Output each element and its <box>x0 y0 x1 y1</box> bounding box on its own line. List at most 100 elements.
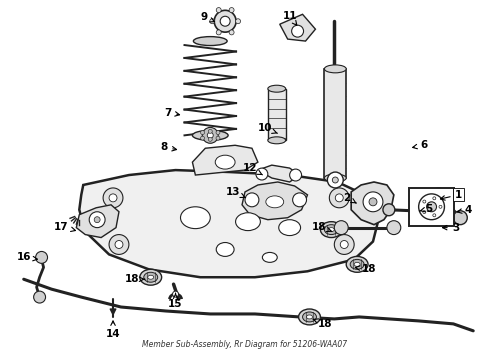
Circle shape <box>334 221 348 235</box>
Ellipse shape <box>354 262 360 266</box>
Circle shape <box>172 291 178 297</box>
Polygon shape <box>193 145 258 175</box>
Polygon shape <box>258 165 299 182</box>
Text: 13: 13 <box>226 187 245 198</box>
Circle shape <box>208 137 212 141</box>
Circle shape <box>109 194 117 202</box>
Circle shape <box>103 188 123 208</box>
Bar <box>409 188 454 226</box>
Circle shape <box>332 177 338 183</box>
Polygon shape <box>351 182 394 225</box>
Ellipse shape <box>346 256 368 272</box>
Circle shape <box>109 235 129 255</box>
Ellipse shape <box>324 225 338 235</box>
Text: 8: 8 <box>160 142 176 152</box>
Polygon shape <box>76 205 119 238</box>
Ellipse shape <box>236 213 260 231</box>
Polygon shape <box>79 170 379 277</box>
Bar <box>268 89 286 140</box>
Ellipse shape <box>262 252 277 262</box>
Circle shape <box>439 205 442 208</box>
Circle shape <box>290 169 301 181</box>
Circle shape <box>423 211 426 213</box>
Text: 1: 1 <box>441 190 462 200</box>
Polygon shape <box>242 182 308 220</box>
Circle shape <box>207 132 213 138</box>
Ellipse shape <box>180 207 210 229</box>
Text: 5: 5 <box>419 204 432 214</box>
Circle shape <box>453 211 467 225</box>
Ellipse shape <box>302 312 317 322</box>
Circle shape <box>327 172 343 188</box>
Ellipse shape <box>193 130 228 140</box>
Text: 7: 7 <box>164 108 179 117</box>
Circle shape <box>202 127 218 143</box>
Circle shape <box>34 291 46 303</box>
Ellipse shape <box>144 272 158 282</box>
Circle shape <box>229 8 234 13</box>
Ellipse shape <box>215 155 235 169</box>
Circle shape <box>216 8 221 13</box>
Circle shape <box>256 168 268 180</box>
Ellipse shape <box>298 309 320 325</box>
Circle shape <box>89 212 105 228</box>
Ellipse shape <box>328 228 334 231</box>
Text: Member Sub-Assembly, Rr Diagram for 51206-WAA07: Member Sub-Assembly, Rr Diagram for 5120… <box>143 340 347 349</box>
Circle shape <box>115 240 123 248</box>
Circle shape <box>340 240 348 248</box>
Ellipse shape <box>350 260 364 269</box>
Text: 18: 18 <box>355 264 376 274</box>
Text: 4: 4 <box>457 205 472 215</box>
Circle shape <box>334 235 354 255</box>
Circle shape <box>208 129 212 133</box>
Polygon shape <box>280 14 316 41</box>
Circle shape <box>363 192 383 212</box>
Text: 14: 14 <box>106 321 121 339</box>
Ellipse shape <box>268 85 286 92</box>
Ellipse shape <box>279 220 300 235</box>
Ellipse shape <box>148 275 154 279</box>
Text: 17: 17 <box>54 222 75 231</box>
Ellipse shape <box>140 269 162 285</box>
Circle shape <box>220 16 230 26</box>
Circle shape <box>200 131 204 135</box>
Circle shape <box>383 204 395 216</box>
Circle shape <box>433 214 436 217</box>
Circle shape <box>214 10 236 32</box>
Circle shape <box>423 200 426 203</box>
Ellipse shape <box>268 137 286 144</box>
Circle shape <box>335 194 343 202</box>
Circle shape <box>36 251 48 264</box>
Circle shape <box>292 25 303 37</box>
Circle shape <box>216 136 220 140</box>
Ellipse shape <box>216 243 234 256</box>
Circle shape <box>329 188 349 208</box>
Ellipse shape <box>307 315 313 319</box>
Circle shape <box>94 217 100 223</box>
Text: 18: 18 <box>124 274 145 284</box>
Ellipse shape <box>194 37 227 46</box>
Circle shape <box>369 198 377 206</box>
Text: 18: 18 <box>313 319 333 329</box>
Circle shape <box>293 193 307 207</box>
Circle shape <box>216 30 221 35</box>
Circle shape <box>245 193 259 207</box>
Ellipse shape <box>324 174 346 182</box>
Ellipse shape <box>266 196 284 208</box>
Ellipse shape <box>324 65 346 73</box>
Text: 16: 16 <box>17 252 37 262</box>
Text: 3: 3 <box>442 222 460 233</box>
Text: 11: 11 <box>282 11 297 25</box>
Circle shape <box>216 131 220 135</box>
Text: 2: 2 <box>343 193 356 203</box>
Text: 9: 9 <box>201 12 215 22</box>
Text: 12: 12 <box>243 163 263 175</box>
Circle shape <box>200 136 204 140</box>
Circle shape <box>236 19 241 24</box>
Text: 15: 15 <box>168 293 183 309</box>
Bar <box>324 69 346 178</box>
Circle shape <box>210 19 215 24</box>
Circle shape <box>229 30 234 35</box>
Circle shape <box>427 202 437 212</box>
Text: 18: 18 <box>312 222 332 231</box>
